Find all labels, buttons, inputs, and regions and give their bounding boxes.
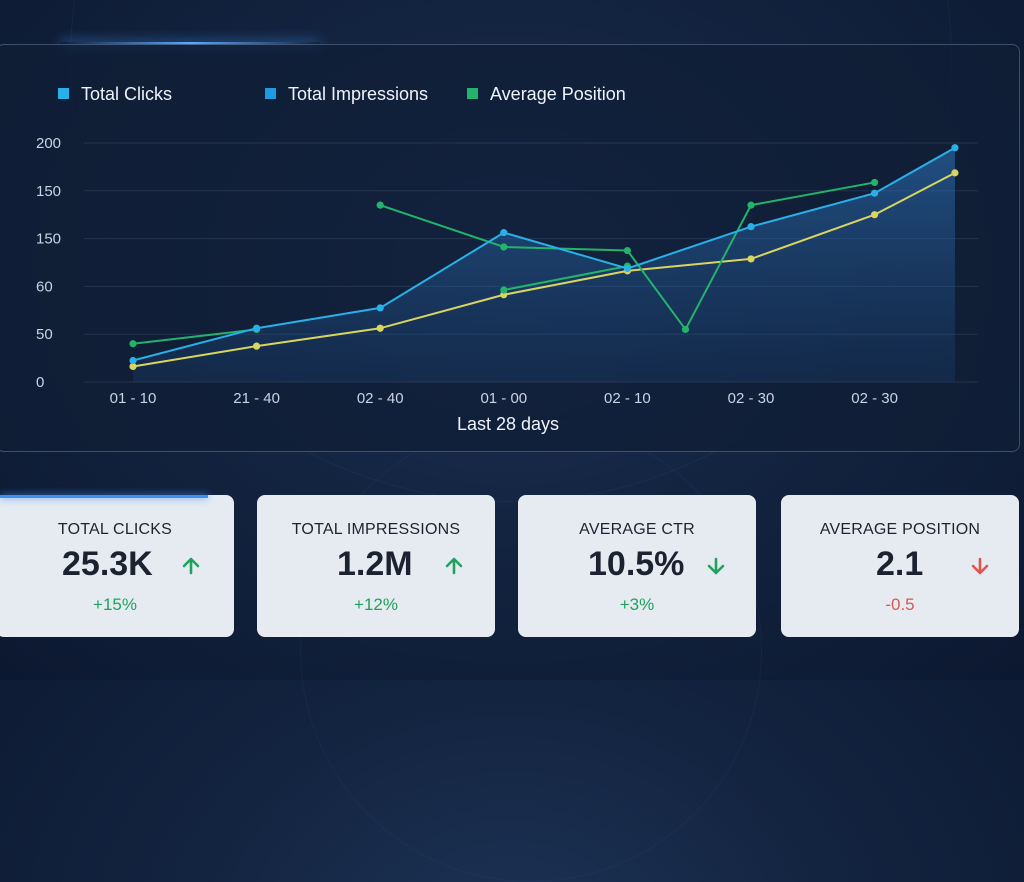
legend-swatch-icon xyxy=(265,88,276,99)
kpi-value: 25.3K xyxy=(62,545,153,583)
data-point-total-clicks xyxy=(376,304,384,312)
y-tick-label: 0 xyxy=(36,374,44,391)
data-point-total-clicks xyxy=(253,324,261,332)
data-point-total-clicks xyxy=(871,189,879,197)
glow-accent xyxy=(60,42,320,45)
kpi-change: -0.5 xyxy=(885,595,915,614)
data-point-total-clicks xyxy=(623,264,632,273)
data-point-average-position xyxy=(871,178,879,187)
card-accent-bar xyxy=(0,495,208,498)
kpi-card-total-clicks[interactable]: TOTAL CLICKS 25.3K +15% xyxy=(0,495,234,637)
x-tick-label: 21 - 40 xyxy=(233,390,280,407)
legend-swatch-icon xyxy=(467,88,478,99)
data-point-average-position xyxy=(500,243,508,251)
data-point-total-clicks xyxy=(500,229,508,237)
kpi-change: +15% xyxy=(93,595,137,614)
data-point-average-position xyxy=(623,246,632,255)
series-area-total-clicks xyxy=(133,147,955,382)
series-line-total-clicks xyxy=(132,146,956,362)
kpi-value: 2.1 xyxy=(876,545,924,583)
kpi-title: TOTAL IMPRESSIONS xyxy=(291,521,461,538)
kpi-title: AVERAGE CTR xyxy=(579,521,695,538)
y-tick-label: 150 xyxy=(36,183,61,200)
arrow-down-icon xyxy=(971,557,989,575)
data-point-trend xyxy=(253,342,261,350)
data-point-trend xyxy=(376,324,384,332)
data-point-average-position xyxy=(376,201,384,209)
x-tick-label: 02 - 40 xyxy=(357,390,404,407)
y-tick-label: 50 xyxy=(36,326,53,343)
series-line-average-position xyxy=(379,181,875,331)
data-point-average-position xyxy=(500,286,508,294)
legend-item-average-position[interactable]: Average Position xyxy=(467,84,626,105)
background-decor xyxy=(300,420,762,882)
data-point-average-position xyxy=(129,340,137,348)
data-point-total-clicks xyxy=(747,223,755,231)
x-tick-label: 02 - 30 xyxy=(728,390,775,407)
kpi-card-total-impressions[interactable]: TOTAL IMPRESSIONS 1.2M +12% xyxy=(257,495,495,637)
data-point-trend xyxy=(747,255,755,263)
x-axis-label: Last 28 days xyxy=(457,414,559,434)
kpi-change: +3% xyxy=(619,595,655,614)
series-line-trend xyxy=(132,171,956,368)
legend-label: Total Clicks xyxy=(81,84,173,104)
x-tick-label: 02 - 30 xyxy=(851,390,898,407)
data-point-trend xyxy=(951,169,959,177)
kpi-value: 10.5% xyxy=(588,545,685,583)
kpi-card-average-position[interactable]: AVERAGE POSITION 2.1 -0.5 xyxy=(781,495,1019,637)
arrow-down-icon xyxy=(707,557,725,575)
kpi-value: 1.2M xyxy=(337,545,413,583)
series-line-average-position xyxy=(132,328,257,345)
line-chart: 0 50 60 150 150 200 01 - 10 21 - 40 02 - 40 01 - … xyxy=(36,135,978,434)
data-point-trend xyxy=(871,211,879,219)
legend-swatch-icon xyxy=(58,88,69,99)
legend-label: Total Impressions xyxy=(288,84,429,104)
legend-item-total-clicks[interactable]: Total Clicks xyxy=(58,84,172,105)
arrow-up-icon xyxy=(445,557,463,575)
data-point-average-position xyxy=(681,325,690,334)
data-point-trend xyxy=(129,362,137,371)
x-tick-label: 01 - 10 xyxy=(110,390,157,407)
x-tick-label: 02 - 10 xyxy=(604,390,651,407)
kpi-title: AVERAGE POSITION xyxy=(819,521,981,538)
arrow-up-icon xyxy=(182,557,200,575)
kpi-title: TOTAL CLICKS xyxy=(57,521,173,538)
x-tick-label: 01 - 00 xyxy=(480,390,527,407)
legend-label: Average Position xyxy=(490,84,626,104)
data-point-total-clicks xyxy=(951,144,959,152)
y-tick-label: 200 xyxy=(36,135,61,152)
y-tick-label: 150 xyxy=(36,231,61,248)
y-tick-label: 60 xyxy=(36,278,53,295)
data-point-average-position xyxy=(747,201,755,209)
data-point-total-clicks xyxy=(129,356,137,365)
kpi-card-average-ctr[interactable]: AVERAGE CTR 10.5% +3% xyxy=(518,495,756,637)
legend-item-total-impressions[interactable]: Total Impressions xyxy=(265,84,428,105)
series-line-average-position xyxy=(503,265,628,291)
kpi-change: +12% xyxy=(354,595,398,614)
